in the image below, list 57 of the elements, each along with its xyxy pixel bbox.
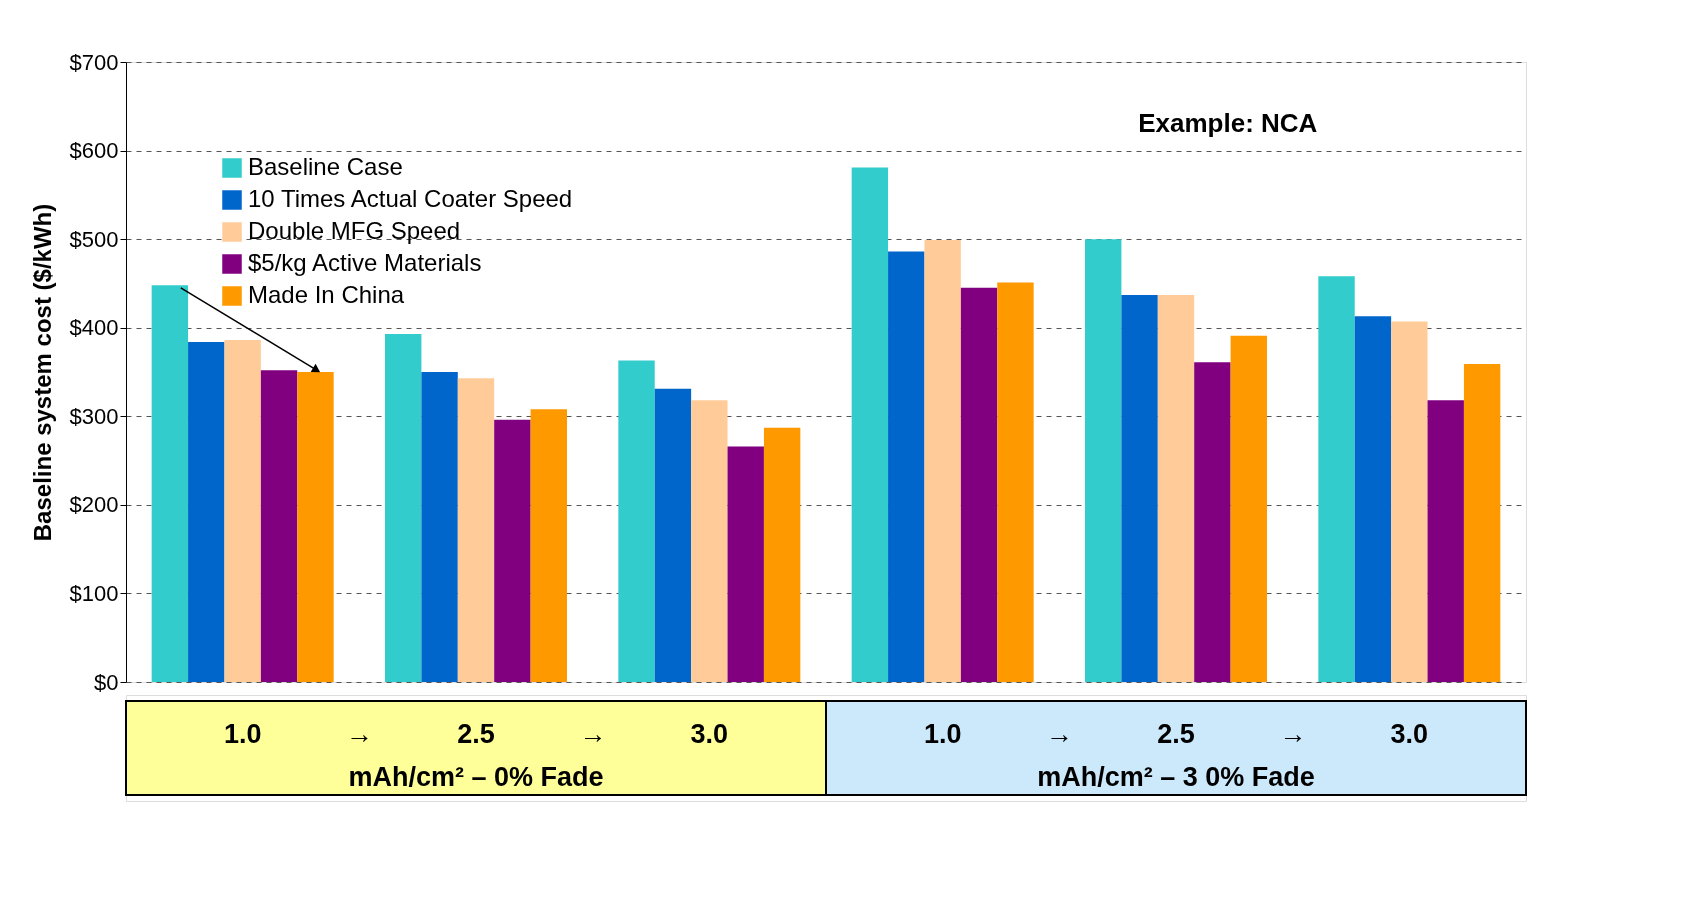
y-tick-label: $400 xyxy=(69,315,119,341)
bar xyxy=(763,427,801,682)
bar xyxy=(960,287,998,682)
y-tick-label: $100 xyxy=(69,580,119,606)
bar xyxy=(924,240,961,682)
bar xyxy=(1230,335,1267,682)
bar xyxy=(851,167,889,682)
bar xyxy=(654,388,692,682)
bar xyxy=(224,340,261,682)
y-tick-label: $500 xyxy=(69,226,119,252)
bar xyxy=(260,370,298,682)
y-tick-label: $700 xyxy=(69,49,119,75)
annotation: Example: NCA xyxy=(1138,108,1318,138)
bar xyxy=(691,400,728,682)
bar xyxy=(151,285,189,682)
bar xyxy=(494,419,531,682)
bar xyxy=(1318,276,1355,682)
x-tick-label: 1.0 xyxy=(223,719,262,750)
bar xyxy=(1157,294,1195,682)
bar xyxy=(457,378,495,682)
y-tick-label: $200 xyxy=(69,492,119,518)
y-axis-title: Baseline system cost ($/kWh) xyxy=(28,203,56,542)
y-tick-label: $300 xyxy=(69,403,119,429)
y-tick-label: $0 xyxy=(94,669,119,695)
bar xyxy=(1427,400,1464,682)
legend-label: Double MFG Speed xyxy=(248,217,461,244)
bar xyxy=(1085,239,1122,682)
text: → xyxy=(345,719,373,750)
x-tick-label: 2.5 xyxy=(1157,719,1195,750)
legend-label: Made In China xyxy=(248,281,405,308)
bar xyxy=(421,372,458,682)
text: → xyxy=(579,719,607,750)
bar xyxy=(297,372,334,682)
legend-label: 10 Times Actual Coater Speed xyxy=(248,185,573,212)
bar xyxy=(1194,362,1231,682)
x-tick-label: 3.0 xyxy=(1390,719,1429,750)
bar xyxy=(188,341,225,682)
text: → xyxy=(1279,719,1307,750)
legend-label: $5/kg Active Materials xyxy=(248,249,482,276)
x-tick-label: 1.0 xyxy=(923,719,962,750)
bar xyxy=(1121,294,1158,682)
y-tick-label: $600 xyxy=(69,138,119,164)
bar xyxy=(727,446,764,682)
bar xyxy=(1354,316,1392,682)
legend-label: Baseline Case xyxy=(248,153,403,180)
text: mAh/cm² – 3 0% Fade xyxy=(1037,761,1315,792)
x-tick-label: 3.0 xyxy=(690,719,729,750)
x-tick-label: 2.5 xyxy=(457,719,495,750)
bar xyxy=(997,282,1034,682)
bar xyxy=(530,409,567,682)
bar xyxy=(888,251,925,682)
bar xyxy=(385,333,422,682)
text: → xyxy=(1045,719,1073,750)
bar xyxy=(1391,321,1428,682)
bar xyxy=(1463,364,1501,682)
text: mAh/cm² – 0% Fade xyxy=(348,761,604,792)
bar xyxy=(618,360,655,682)
